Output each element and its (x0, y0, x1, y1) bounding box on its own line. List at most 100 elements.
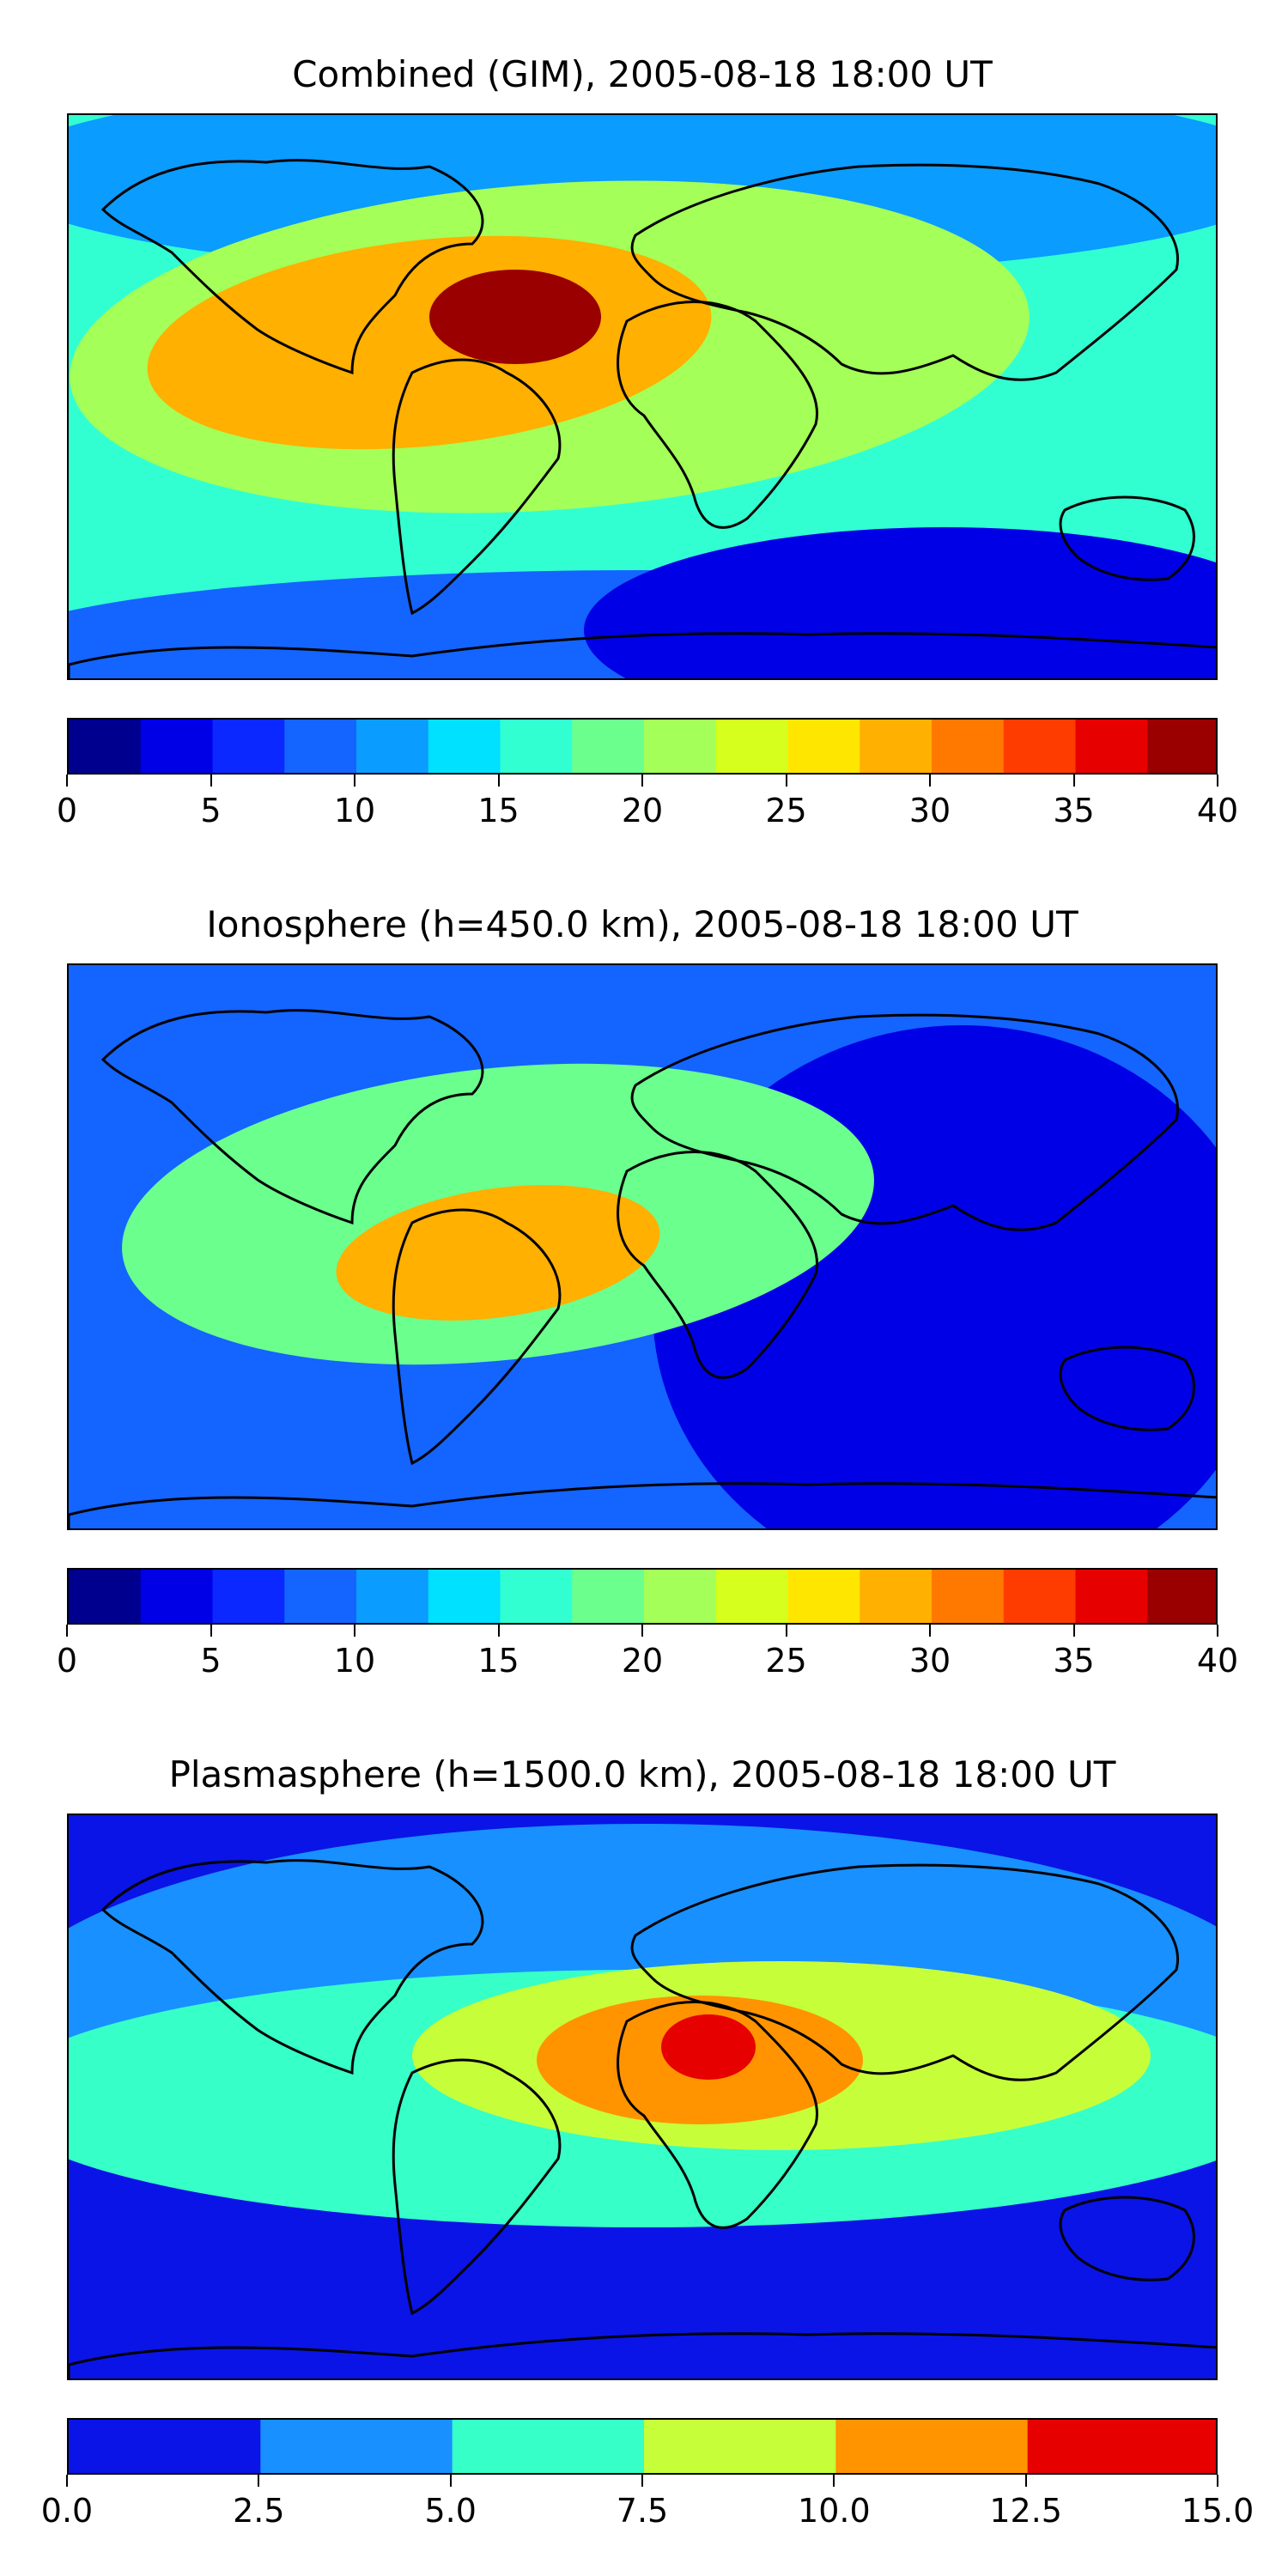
colorbar-tick (66, 775, 68, 787)
colorbar-segment (932, 720, 1005, 773)
coastline-3 (630, 1013, 1179, 1231)
coastline-5 (69, 632, 1216, 678)
colorbar-tick (258, 2475, 260, 2487)
colorbar-segment (572, 720, 645, 773)
colorbar-tick-label: 20 (621, 792, 664, 829)
tec-map-svg (69, 115, 1216, 678)
colorbar-tick (785, 1625, 787, 1637)
colorbar-segment (1147, 1570, 1216, 1623)
panel-combined: Combined (GIM), 2005-08-18 18:00 UT 0 5 10… (0, 0, 1288, 859)
colorbar-ticks: 0.0 2.5 5.0 7.5 10.0 12.5 15.0 (41, 2475, 1254, 2530)
coastline-1 (392, 358, 562, 616)
colorbar-segment (787, 1570, 860, 1623)
colorbar-ticks: 0 5 10 15 20 25 30 35 40 (57, 775, 1238, 829)
colorbar-tick (929, 775, 931, 787)
coastline-4 (1059, 495, 1195, 581)
tec-map (67, 113, 1218, 680)
colorbar-segment (428, 1570, 501, 1623)
colorbar-ticks: 0 5 10 15 20 25 30 35 40 (57, 1625, 1238, 1680)
colorbar-tick (354, 775, 355, 787)
colorbar-tick-label: 10.0 (798, 2492, 871, 2530)
colorbar (67, 2418, 1218, 2475)
colorbar-tick (1072, 775, 1075, 787)
colorbar-tick (1217, 2475, 1218, 2487)
colorbar-tick (929, 1625, 931, 1637)
coastline-3 (630, 163, 1179, 381)
colorbar-tick-label: 5.0 (424, 2492, 477, 2530)
colorbar-segment (140, 720, 213, 773)
colorbar-svg (69, 2420, 1216, 2473)
colorbar-segment (1027, 2420, 1216, 2473)
colorbar-tick (66, 1625, 68, 1637)
colorbar-tick-label: 2.5 (233, 2492, 285, 2530)
colorbar-tick (833, 2475, 835, 2487)
colorbar-tick-label: 10 (333, 792, 376, 829)
colorbar-segment (284, 720, 357, 773)
colorbar-tick (1217, 775, 1218, 787)
colorbar-segment (932, 1570, 1005, 1623)
colorbar-tick-label: 30 (908, 792, 951, 829)
colorbar-segment (860, 1570, 933, 1623)
colorbar-tick-label: 5 (200, 1642, 222, 1680)
colorbar-segment (356, 1570, 429, 1623)
colorbar-tick (210, 1625, 212, 1637)
chart-title: Combined (GIM), 2005-08-18 18:00 UT (292, 53, 993, 95)
colorbar-segment (356, 720, 429, 773)
coastline-0 (100, 1859, 484, 2075)
colorbar-tick (497, 1625, 500, 1637)
colorbar-tick-label: 40 (1196, 792, 1239, 829)
colorbar-segment (69, 720, 142, 773)
colorbar-segment (260, 2420, 453, 2473)
colorbar-segment (212, 720, 285, 773)
coastline-1 (392, 1208, 562, 1466)
colorbar-segment (835, 2420, 1029, 2473)
colorbar-tick-label: 30 (908, 1642, 951, 1680)
colorbar-segment (715, 1570, 788, 1623)
colorbar-tick-label: 12.5 (989, 2492, 1062, 2530)
colorbar-tick-label: 20 (621, 1642, 664, 1680)
colorbar-svg (69, 720, 1216, 773)
colorbar-tick (497, 775, 500, 787)
colorbar-svg (69, 1570, 1216, 1623)
coastline-3 (630, 1863, 1179, 2081)
colorbar-segment (1003, 1570, 1076, 1623)
colorbar-segment (860, 720, 933, 773)
chart-title: Ionosphere (h=450.0 km), 2005-08-18 18:0… (206, 903, 1078, 945)
colorbar-tick-label: 15.0 (1181, 2492, 1255, 2530)
tec-map-svg (69, 1815, 1216, 2379)
colorbar-segment (572, 1570, 645, 1623)
colorbar-tick (1024, 2475, 1027, 2487)
colorbar-segment (212, 1570, 285, 1623)
colorbar-segment (284, 1570, 357, 1623)
coastline-5 (69, 2332, 1216, 2379)
colorbar-segment (787, 720, 860, 773)
tec-region-north-africa-max (661, 2014, 756, 2080)
colorbar-tick (785, 775, 787, 787)
tec-map-svg (69, 965, 1216, 1528)
colorbar-tick (641, 1625, 643, 1637)
coastline-1 (392, 2058, 562, 2316)
colorbar-segment (428, 720, 501, 773)
colorbar-segment (715, 720, 788, 773)
colorbar-tick-label: 35 (1053, 792, 1095, 829)
colorbar-tick-label: 15 (477, 792, 519, 829)
tec-map (67, 1814, 1218, 2380)
coastline-4 (1059, 2196, 1195, 2281)
colorbar-segment (500, 720, 573, 773)
colorbar-tick-label: 40 (1196, 1642, 1239, 1680)
colorbar-segment (69, 1570, 142, 1623)
colorbar-tick-label: 15 (477, 1642, 519, 1680)
colorbar-segment (500, 1570, 573, 1623)
tec-map (67, 963, 1218, 1530)
colorbar-tick-label: 35 (1053, 1642, 1095, 1680)
colorbar-tick (449, 2475, 452, 2487)
colorbar (67, 1568, 1218, 1625)
tec-region-south-america-max (429, 270, 601, 364)
colorbar-tick-label: 10 (333, 1642, 376, 1680)
colorbar-tick (1072, 1625, 1075, 1637)
colorbar-tick (641, 2475, 643, 2487)
colorbar-segment (644, 720, 717, 773)
colorbar-segment (69, 2420, 261, 2473)
colorbar-segment (1003, 720, 1076, 773)
